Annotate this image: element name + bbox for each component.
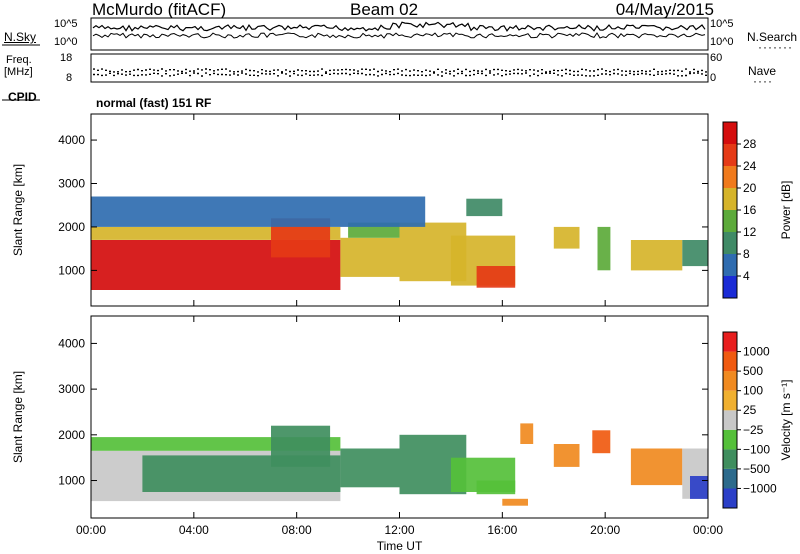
echo-region-10: [553, 444, 580, 467]
nsky-label: N.Sky: [4, 30, 37, 44]
freq-trace: [93, 68, 707, 73]
colorbar-tick-label: 500: [743, 364, 763, 378]
nsky-panel-frame: [90, 17, 709, 51]
x-axis-label: Time UT: [377, 539, 423, 553]
colorbar-segment: [723, 166, 737, 188]
echo-region-7: [476, 266, 516, 288]
echo-region-12: [630, 448, 683, 486]
colorbar-segment: [723, 371, 737, 391]
nave-tick-low: 0: [710, 72, 717, 84]
colorbar-segment: [723, 210, 737, 232]
x-tick-label: 16:00: [487, 523, 517, 537]
x-tick-label: 20:00: [590, 523, 620, 537]
colorbar-segment: [723, 122, 737, 144]
colorbar-segment: [723, 351, 737, 372]
y-tick-label: 2000: [58, 428, 85, 442]
echo-region-14: [690, 476, 708, 499]
colorbar-tick-label: 28: [743, 137, 757, 151]
colorbar-segment: [723, 410, 737, 430]
colorbar-tick-label: 1000: [743, 345, 770, 359]
colorbar-tick-label: 16: [743, 203, 757, 217]
colorbar-segment: [723, 429, 737, 450]
x-tick-label: 00:00: [693, 523, 723, 537]
colorbar-tick-label: 4: [743, 269, 750, 283]
y-tick-label: 1000: [58, 263, 85, 277]
nsearch-tick-low: 10^0: [710, 36, 734, 48]
y-tick-label: 4000: [58, 133, 85, 147]
echo-region-3: [271, 425, 331, 467]
colorbar-tick-label: 8: [743, 247, 750, 261]
colorbar-segment: [723, 144, 737, 166]
colorbar-tick-label: −100: [743, 442, 770, 456]
nsearch-label: N.Search: [747, 30, 798, 44]
nave-trace: [93, 72, 707, 77]
beam-title: Beam 02: [350, 0, 419, 19]
nsky-tick-high: 10^5: [54, 18, 78, 30]
nave-dots: ····: [753, 74, 773, 88]
colorbar-tick-label: −1000: [743, 481, 777, 495]
echo-region-9: [91, 196, 426, 227]
colorbar-label: Velocity [m s⁻¹]: [779, 379, 793, 460]
velocity-panel: 1000 2000 3000 4000 00:00 04:00 08:00 12:00 16:0…: [11, 315, 793, 553]
colorbar-segment: [723, 332, 737, 352]
y-tick-label: 2000: [58, 220, 85, 234]
freq-panel-frame: [90, 53, 709, 83]
echo-region-9: [520, 423, 534, 444]
freq-label-line1: Freq.: [6, 54, 32, 66]
nsearch-trace: [92, 32, 706, 39]
nave-tick-high: 60: [710, 52, 723, 64]
nsearch-tick-high: 10^5: [710, 18, 734, 30]
colorbar-segment: [723, 232, 737, 254]
colorbar-tick-label: 100: [743, 384, 763, 398]
colorbar-tick-label: −500: [743, 462, 770, 476]
y-tick-label: 1000: [58, 474, 85, 488]
echo-region-11: [592, 430, 611, 454]
colorbar-tick-label: 24: [743, 159, 757, 173]
date-title: 04/May/2015: [615, 0, 714, 19]
colorbar-tick-label: 20: [743, 181, 757, 195]
echo-region-7: [476, 480, 516, 495]
echo-region-12: [630, 240, 683, 271]
y-axis-label: Slant Range [km]: [11, 371, 25, 463]
colorbar-tick-label: 25: [743, 403, 757, 417]
top-panel-traces: [92, 21, 707, 77]
nsky-trace: [92, 21, 706, 32]
echo-region-10: [553, 226, 580, 249]
colorbar-tick-label: −25: [743, 423, 764, 437]
y-tick-label: 3000: [58, 382, 85, 396]
echo-region-4: [340, 448, 400, 488]
colorbar-segment: [723, 449, 737, 469]
colorbar-segment: [723, 468, 737, 489]
echo-region-8: [502, 498, 528, 506]
colorbar-segment: [723, 390, 737, 411]
echo-region-3: [340, 237, 400, 277]
echo-region-11: [597, 226, 611, 271]
colorbar-segment: [723, 488, 737, 508]
colorbar-label: Power [dB]: [779, 181, 793, 240]
colorbar-frame: [722, 331, 738, 509]
y-tick-label: 4000: [58, 336, 85, 350]
nsky-tick-low: 10^0: [54, 36, 78, 48]
freq-tick-high: 18: [60, 52, 73, 64]
x-tick-label: 08:00: [282, 523, 312, 537]
cpid-text: normal (fast) 151 RF: [96, 96, 212, 110]
nsearch-dots: ·······: [758, 40, 793, 54]
station-title: McMurdo (fitACF): [92, 0, 227, 19]
x-tick-label: 00:00: [76, 523, 106, 537]
echo-region-8: [466, 198, 503, 217]
y-axis-label: Slant Range [km]: [11, 164, 25, 256]
y-tick-label: 3000: [58, 177, 85, 191]
echo-region-13: [682, 240, 708, 267]
x-tick-label: 04:00: [179, 523, 209, 537]
power-panel: 1000 2000 3000 4000 Slant Range [km] 4 8 12 16 20…: [11, 113, 793, 307]
colorbar-segment: [723, 188, 737, 210]
freq-label-line2: [MHz]: [4, 66, 33, 78]
nave-label: Nave: [748, 64, 777, 78]
colorbar-segment: [723, 254, 737, 276]
colorbar-segment: [723, 276, 737, 298]
colorbar-tick-label: 12: [743, 225, 757, 239]
x-tick-label: 12:00: [384, 523, 414, 537]
freq-tick-low: 8: [66, 72, 73, 84]
